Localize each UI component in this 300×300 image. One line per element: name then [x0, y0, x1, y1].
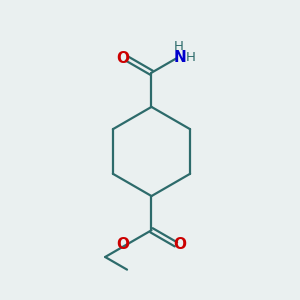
Text: O: O	[117, 237, 130, 252]
Text: N: N	[174, 50, 187, 64]
Text: H: H	[174, 40, 184, 52]
Text: O: O	[173, 237, 186, 252]
Text: O: O	[117, 51, 130, 66]
Text: H: H	[186, 51, 196, 64]
